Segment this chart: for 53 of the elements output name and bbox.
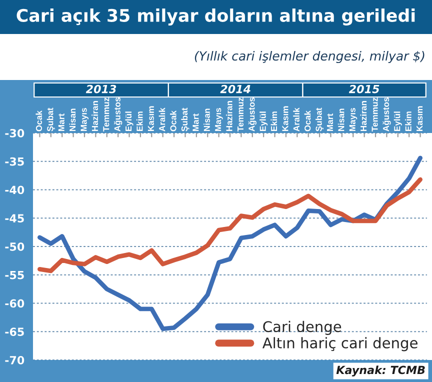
x-tick-label: Kasım <box>282 106 288 132</box>
x-tick-label: Ocak <box>304 110 311 132</box>
legend-label: Cari denge <box>263 320 342 335</box>
x-tick-label: Mayıs <box>349 108 358 132</box>
x-tick-label: Ağustos <box>114 98 122 132</box>
x-tick-label: Ocak <box>36 110 42 132</box>
y-tick-label: -45 <box>5 214 24 223</box>
x-tick-label: Mart <box>192 114 199 132</box>
x-tick-label: Kasım <box>416 106 423 132</box>
x-tick-label: Ocak <box>170 110 176 132</box>
x-tick-label: Aralık <box>293 108 300 132</box>
x-tick-label: Ekim <box>405 112 412 132</box>
x-tick-label: Ağustos <box>382 98 391 132</box>
x-tick-label: Haziran <box>92 101 98 132</box>
x-tick-label: Ekim <box>136 112 143 132</box>
x-tick-label: Aralık <box>158 108 166 132</box>
x-tick-label: Haziran <box>360 101 367 132</box>
x-tick-label: Eylül <box>394 112 402 132</box>
x-tick-label: Eylül <box>125 112 134 132</box>
text: 2013 <box>86 84 116 94</box>
y-tick-label: -60 <box>5 299 24 308</box>
x-tick-label: Temmuz <box>103 98 110 132</box>
y-tick-label: -55 <box>5 270 24 280</box>
x-tick-label: Ağustos <box>248 98 256 132</box>
y-tick-label: -65 <box>5 328 24 336</box>
x-tick-label: Nisan <box>204 108 210 132</box>
text: Kaynak: TCMB <box>336 366 425 376</box>
x-tick-label: Mayıs <box>215 108 223 132</box>
legend-label: Altın hariç cari denge <box>262 337 418 352</box>
x-tick-label: Şubat <box>316 108 324 132</box>
x-tick-label: Eylül <box>260 112 268 132</box>
line-series <box>37 177 423 274</box>
y-tick-label: -40 <box>5 186 24 194</box>
x-tick-label: Şubat <box>46 108 55 132</box>
chart-title: Cari açık 35 milyar doların altına geriledi <box>16 8 415 26</box>
x-tick-label: Mart <box>58 114 64 132</box>
chart-subtitle: (Yıllık cari işlemler dengesi, milyar $) <box>194 50 424 64</box>
x-tick-label: Temmuz <box>372 98 378 132</box>
y-tick-label: -35 <box>5 157 24 166</box>
y-tick-label: -50 <box>5 242 24 251</box>
x-tick-label: Nisan <box>69 108 76 132</box>
y-tick-label: -30 <box>5 128 24 138</box>
x-tick-label: Kasım <box>148 106 154 132</box>
x-tick-label: Temmuz <box>237 98 244 132</box>
x-tick-label: Ekim <box>270 112 277 132</box>
x-tick-label: Nisan <box>338 108 344 132</box>
x-tick-label: Haziran <box>226 101 232 132</box>
text: 2014 <box>220 84 250 94</box>
x-tick-label: Mart <box>327 114 334 132</box>
y-tick-label: -70 <box>5 356 24 364</box>
text: 2015 <box>348 84 380 94</box>
x-tick-label: Şubat <box>181 108 190 132</box>
x-tick-label: Mayıs <box>80 108 88 132</box>
